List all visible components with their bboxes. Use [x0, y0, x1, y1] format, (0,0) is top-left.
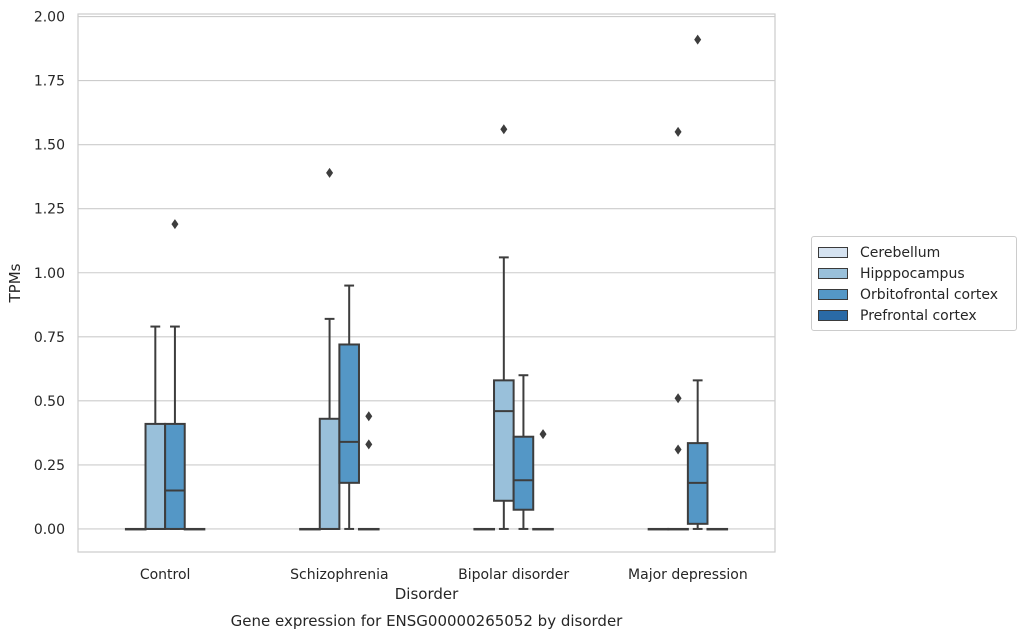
legend-swatch: [818, 268, 848, 279]
box-body: [493, 379, 515, 502]
box-hipppocampus: [493, 124, 515, 530]
legend-item: Prefrontal cortex: [818, 305, 1010, 326]
outlier-point: [500, 124, 508, 135]
chart-caption: Gene expression for ENSG00000265052 by d…: [231, 612, 624, 630]
outlier-point: [365, 439, 373, 450]
legend-label: Orbitofrontal cortex: [860, 286, 998, 303]
y-tick-label: 1.00: [34, 266, 65, 282]
box-body: [164, 422, 186, 530]
y-tick-label: 1.75: [34, 74, 65, 90]
box-prefrontal-cortex: [706, 527, 729, 531]
box-orbitofrontal-cortex: [338, 284, 360, 530]
y-tick-label: 2.00: [34, 10, 65, 26]
box-orbitofrontal-cortex: [686, 34, 709, 530]
box-hipppocampus: [318, 167, 341, 530]
outlier-point: [326, 167, 334, 178]
outlier-point: [539, 429, 547, 440]
legend-item: Orbitofrontal cortex: [818, 284, 1010, 305]
box-cerebellum: [299, 527, 321, 531]
box-body: [512, 435, 535, 511]
box-body: [338, 343, 360, 484]
y-tick-label: 0.00: [34, 522, 65, 538]
gridlines: [78, 16, 775, 530]
legend-item: Hipppocampus: [818, 263, 1010, 284]
legend-swatch: [818, 247, 848, 258]
outlier-point: [694, 34, 702, 45]
y-tick-label: 0.50: [34, 394, 65, 410]
box-prefrontal-cortex: [532, 429, 554, 531]
y-tick-label: 1.25: [34, 202, 65, 218]
box-body: [144, 422, 167, 530]
boxplot-series: [124, 34, 729, 531]
plot-frame: [77, 13, 776, 553]
box-body: [318, 417, 341, 530]
y-tick-label: 0.25: [34, 458, 65, 474]
legend-label: Prefrontal cortex: [860, 307, 977, 324]
y-axis-label: TPMs: [6, 263, 24, 303]
box-orbitofrontal-cortex: [512, 374, 535, 530]
x-tick-label: Bipolar disorder: [458, 567, 569, 583]
outlier-point: [674, 393, 682, 404]
box-hipppocampus: [144, 325, 167, 530]
legend-swatch: [818, 310, 848, 321]
box-orbitofrontal-cortex: [164, 219, 186, 530]
legend-label: Cerebellum: [860, 244, 941, 261]
legend-swatch: [818, 289, 848, 300]
x-tick-labels: Control Schizophrenia Bipolar disorder Majo…: [140, 567, 748, 583]
outlier-point: [171, 219, 179, 230]
x-tick-label: Schizophrenia: [290, 567, 388, 583]
box-prefrontal-cortex: [183, 527, 206, 531]
x-axis-label: Disorder: [395, 585, 459, 603]
box-cerebellum: [124, 527, 147, 531]
legend: Cerebellum Hipppocampus Orbitofrontal cort…: [811, 236, 1017, 331]
x-tick-label: Major depression: [628, 567, 748, 583]
outlier-point: [674, 126, 682, 137]
box-cerebellum: [647, 527, 670, 531]
box-hipppocampus: [667, 126, 689, 531]
outlier-point: [674, 444, 682, 455]
legend-item: Cerebellum: [818, 242, 1010, 263]
outlier-point: [365, 411, 373, 422]
y-tick-labels: 0.00 0.25 0.50 0.75 1.00 1.25 1.50 1.75 2.00: [34, 10, 65, 538]
legend-label: Hipppocampus: [860, 265, 965, 282]
box-prefrontal-cortex: [357, 411, 380, 531]
y-tick-label: 1.50: [34, 138, 65, 154]
y-tick-label: 0.75: [34, 330, 65, 346]
x-tick-label: Control: [140, 567, 191, 583]
box-cerebellum: [473, 527, 496, 531]
